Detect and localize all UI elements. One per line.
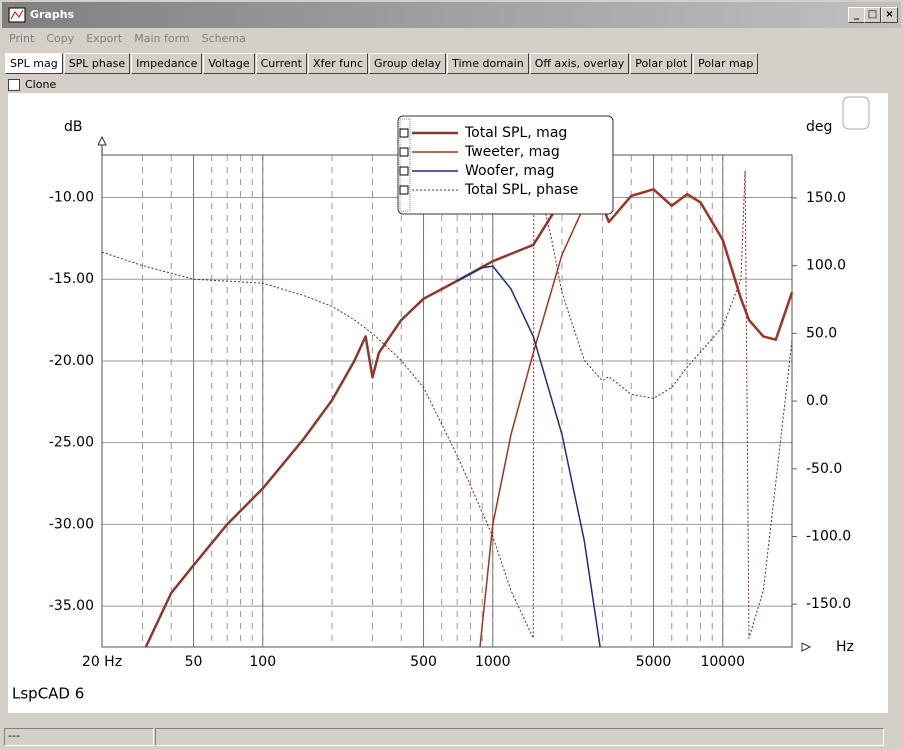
window-title: Graphs: [30, 8, 75, 21]
corner-box: [842, 96, 870, 130]
chart: LspCAD 6 -10.00 -15.00 -20.00 -25.00 -30.00 -…: [8, 93, 888, 713]
legend-label: Woofer, mag: [465, 163, 554, 179]
y-tick-label: -35.00: [49, 598, 94, 614]
clone-label: Clone: [25, 78, 57, 91]
legend-label: Tweeter, mag: [464, 144, 560, 160]
status-bar: ---: [2, 728, 901, 746]
x-tick-label: 500: [410, 654, 437, 670]
y2-tick-label: 0.0: [806, 393, 828, 409]
x-tick-label: 10000: [700, 654, 745, 670]
legend-box-edge: [399, 118, 411, 212]
menu-bar: Print Copy Export Main form Schema: [9, 32, 246, 45]
minimize-button[interactable]: _: [848, 7, 865, 23]
series-line: [456, 265, 601, 648]
x-tick-label: 1000: [475, 654, 511, 670]
menu-item[interactable]: Schema: [201, 32, 246, 45]
x-tick-label: 20 Hz: [82, 654, 122, 670]
x-tick-label: 100: [249, 654, 276, 670]
legend-label: Total SPL, phase: [464, 182, 578, 198]
tab[interactable]: Off axis, overlay: [529, 53, 630, 74]
legend-checkbox: [399, 185, 409, 195]
y-axis-label: dB: [64, 119, 83, 135]
status-panel: [155, 728, 884, 746]
tab[interactable]: Polar map: [693, 53, 759, 74]
y2-tick-label: -100.0: [806, 528, 851, 544]
x-axis-label: Hz: [836, 639, 854, 655]
tab[interactable]: Group delay: [369, 53, 447, 74]
x-tick-label: 5000: [636, 654, 672, 670]
series-line: [101, 163, 793, 639]
tab-bar: SPL mag SPL phase Impedance Voltage Current X…: [5, 53, 759, 74]
tab[interactable]: Voltage: [203, 53, 255, 74]
y2-tick-label: 150.0: [806, 190, 846, 206]
status-text: ---: [8, 729, 20, 742]
y2-tick-label: -50.0: [806, 461, 842, 477]
legend-checkbox: [399, 128, 409, 138]
menu-item[interactable]: Print: [9, 32, 35, 45]
y2-tick-label: -150.0: [806, 596, 851, 612]
legend-label: Total SPL, mag: [464, 125, 567, 141]
menu-item[interactable]: Copy: [46, 32, 75, 45]
tab[interactable]: SPL phase: [63, 53, 131, 74]
y2-tick-label: 50.0: [806, 325, 837, 341]
y-tick-label: -25.00: [49, 435, 94, 451]
y-tick-label: -10.00: [49, 189, 94, 205]
app-icon: [8, 7, 26, 23]
close-button[interactable]: ×: [881, 7, 898, 23]
maximize-button[interactable]: □: [864, 7, 881, 23]
title-bar: Graphs _ □ ×: [2, 2, 901, 28]
x-axis-arrow: [801, 642, 812, 652]
tab[interactable]: Polar plot: [630, 53, 693, 74]
y-tick-label: -20.00: [49, 353, 94, 369]
legend-checkbox: [399, 166, 409, 176]
checkbox[interactable]: [8, 78, 20, 91]
tab[interactable]: Time domain: [447, 53, 529, 74]
y2-axis-label: deg: [806, 119, 832, 135]
tab[interactable]: Current: [255, 53, 307, 74]
clone-option[interactable]: Clone: [8, 78, 56, 91]
tab[interactable]: SPL mag: [5, 53, 63, 74]
y-tick-label: -30.00: [49, 516, 94, 532]
status-panel: ---: [4, 728, 154, 746]
legend-checkbox: [399, 147, 409, 157]
menu-item[interactable]: Export: [86, 32, 123, 45]
menu-item[interactable]: Main form: [134, 32, 190, 45]
legend-box: [397, 115, 614, 215]
tab[interactable]: Xfer func: [307, 53, 369, 74]
y-tick-label: -15.00: [49, 271, 94, 287]
y2-tick-label: 100.0: [806, 258, 846, 274]
tab[interactable]: Impedance: [131, 53, 203, 74]
x-tick-label: 50: [185, 654, 203, 670]
footer: LspCAD 6: [12, 685, 84, 703]
